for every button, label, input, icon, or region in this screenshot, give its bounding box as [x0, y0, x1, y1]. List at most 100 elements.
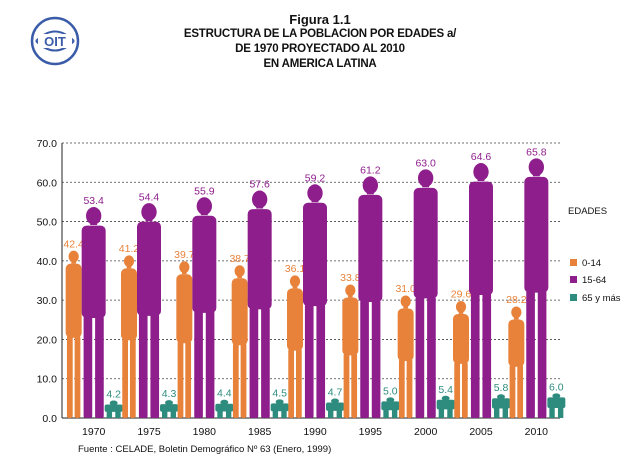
person-leg: [482, 293, 492, 418]
person-leg: [205, 310, 215, 418]
person-torso: [436, 399, 455, 410]
legend-swatch: [570, 276, 577, 283]
x-tick-label: 1995: [359, 426, 383, 438]
person-torso: [81, 225, 106, 318]
x-tick-label: 2000: [414, 426, 438, 438]
bar-15-64: [524, 158, 549, 418]
bar-65-y-más: [270, 399, 289, 418]
bar-0-14: [176, 261, 193, 418]
person-leg: [502, 407, 508, 418]
legend-title: EDADES: [568, 206, 607, 217]
legend-swatch: [570, 259, 577, 266]
person-head: [68, 250, 79, 263]
person-neck: [90, 222, 98, 226]
person-head: [85, 207, 102, 225]
person-head: [552, 393, 561, 399]
bar-65-y-más: [436, 395, 455, 418]
bar-0-14: [231, 265, 248, 418]
person-leg: [281, 410, 287, 418]
x-tick-label: 1985: [248, 426, 272, 438]
bar-65-y-más: [160, 400, 178, 418]
person-head: [289, 275, 301, 288]
person-head: [417, 169, 434, 188]
oit-logo-icon: OIT: [26, 14, 84, 66]
person-head: [123, 255, 135, 268]
person-head: [220, 399, 229, 405]
y-tick-label: 30.0: [37, 295, 58, 307]
person-torso: [342, 297, 359, 356]
person-head: [386, 397, 395, 403]
person-neck: [311, 199, 319, 203]
data-label: 54.4: [139, 191, 160, 203]
legend-swatch: [570, 294, 577, 301]
person-head: [251, 190, 268, 209]
person-leg: [336, 409, 342, 418]
person-neck: [532, 173, 540, 177]
person-leg: [170, 410, 176, 418]
person-leg: [162, 410, 168, 418]
person-neck: [237, 275, 242, 279]
person-torso: [247, 209, 272, 310]
person-leg: [415, 296, 425, 418]
person-neck: [145, 218, 153, 222]
x-tick-label: 2005: [469, 426, 493, 438]
person-torso: [492, 398, 510, 409]
bar-65-y-más: [215, 399, 234, 418]
data-label: 63.0: [415, 158, 436, 170]
person-neck: [422, 184, 430, 188]
data-label: 31.0: [395, 283, 416, 295]
person-torso: [469, 181, 493, 296]
figure-label: Figura 1.1: [289, 12, 351, 27]
person-leg: [406, 359, 413, 418]
person-head: [165, 400, 173, 406]
person-torso: [524, 176, 549, 293]
person-leg: [217, 410, 223, 418]
person-head: [109, 400, 118, 406]
person-leg: [83, 315, 93, 418]
x-tick-label: 1975: [137, 426, 161, 438]
person-neck: [200, 212, 208, 216]
person-head: [473, 163, 489, 181]
data-label: 65.8: [526, 147, 547, 159]
person-head: [528, 158, 545, 177]
y-tick-label: 10.0: [37, 374, 58, 386]
data-label: 28.2: [506, 294, 527, 306]
person-neck: [514, 316, 519, 320]
person-torso: [137, 221, 161, 316]
data-label: 4.5: [272, 387, 287, 399]
data-label: 39.7: [174, 249, 195, 261]
data-label: 57.6: [249, 179, 270, 191]
person-leg: [509, 364, 516, 418]
legend-label: 65 y más: [582, 293, 621, 304]
person-neck: [348, 294, 353, 298]
y-tick-label: 50.0: [37, 217, 58, 229]
data-label: 61.2: [360, 165, 381, 177]
person-leg: [74, 335, 81, 418]
y-tick-label: 40.0: [37, 256, 58, 268]
person-torso: [160, 404, 178, 412]
x-tick-label: 2010: [525, 426, 549, 438]
person-head: [345, 284, 356, 297]
person-head: [196, 197, 213, 215]
person-torso: [287, 288, 303, 351]
person-head: [331, 398, 339, 404]
data-label: 42.4: [63, 238, 84, 250]
data-label: 29.6: [451, 289, 472, 301]
person-torso: [192, 215, 217, 313]
person-neck: [403, 305, 408, 309]
source-note: Fuente : CELADE, Boletin Demográfico Nº …: [78, 444, 332, 455]
data-label: 4.7: [328, 387, 343, 399]
data-label: 4.4: [217, 388, 232, 400]
bar-15-64: [247, 190, 272, 418]
data-label: 4.3: [162, 388, 177, 400]
person-leg: [494, 407, 500, 418]
bar-0-14: [287, 275, 303, 418]
person-neck: [126, 265, 132, 269]
person-neck: [256, 205, 264, 209]
person-torso: [215, 403, 234, 412]
person-torso: [270, 403, 289, 412]
bar-15-64: [192, 197, 217, 418]
person-head: [511, 306, 522, 319]
bar-65-y-más: [326, 398, 344, 418]
y-tick-label: 70.0: [37, 138, 58, 150]
